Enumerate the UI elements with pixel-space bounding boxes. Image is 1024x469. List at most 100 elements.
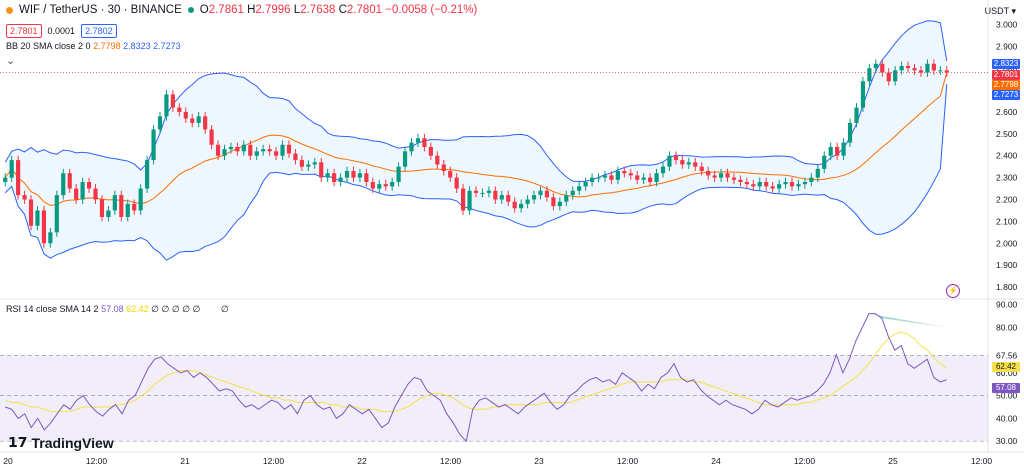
alert-bolt-icon[interactable]: ⚡ — [946, 284, 960, 298]
candle-body — [886, 72, 891, 82]
candle-body — [370, 181, 375, 189]
candle-body — [74, 188, 79, 200]
bb-legend[interactable]: BB 20 SMA close 2 0 2.7798 2.8323 2.7273 — [6, 41, 181, 51]
candle-body — [435, 155, 440, 165]
symbol-title[interactable]: WIF / TetherUS · 30 · BINANCE — [19, 4, 182, 16]
bb-basis-line — [4, 72, 948, 207]
candle-body — [557, 201, 562, 207]
price-tick-label: 2.100 — [996, 216, 1018, 226]
candle-body — [99, 199, 105, 218]
candle-body — [828, 146, 833, 156]
time-tick-label: 20 — [3, 456, 13, 466]
candle-body — [596, 177, 601, 179]
candle-body — [125, 203, 130, 218]
spread-value: 0.0001 — [47, 26, 76, 36]
candle-body — [80, 181, 85, 200]
candle-body — [841, 142, 846, 156]
rsi-tick-label: 40.00 — [996, 413, 1018, 423]
candle-body — [744, 181, 749, 185]
candle-body — [454, 177, 459, 189]
candle-body — [312, 162, 317, 165]
time-tick-label: 12:00 — [263, 456, 285, 466]
candle-body — [493, 190, 498, 200]
rsi-tick-label: 80.00 — [996, 322, 1018, 332]
candle-body — [383, 184, 388, 187]
sell-price-button[interactable]: 2.7801 — [6, 24, 42, 38]
candle-body — [428, 146, 433, 156]
candle-body — [151, 129, 156, 161]
candle-body — [531, 195, 537, 200]
bb-lower-line — [4, 84, 948, 261]
time-tick-label: 12:00 — [617, 456, 639, 466]
candle-body — [241, 144, 246, 152]
candle-body — [867, 68, 872, 82]
candle-body — [712, 175, 717, 178]
candle-body — [925, 63, 930, 73]
rsi-tick-label: 90.00 — [996, 300, 1018, 310]
candle-body — [648, 177, 653, 182]
time-tick-label: 21 — [180, 456, 190, 466]
candle-body — [873, 63, 878, 69]
price-tick-label: 2.000 — [996, 238, 1018, 248]
candle-body — [93, 188, 98, 200]
candle-body — [402, 151, 408, 167]
rsi-empty-values: ∅ ∅ ∅ ∅ ∅ — [151, 304, 201, 314]
candle-body — [589, 177, 595, 182]
rsi-value: 57.08 — [101, 304, 124, 314]
candle-body — [196, 116, 201, 123]
candle-body — [286, 144, 292, 154]
rsi-overbought-fill — [868, 313, 947, 328]
candle-body — [119, 195, 124, 218]
market-status-icon — [187, 7, 194, 13]
candle-body — [673, 155, 679, 161]
candle-body — [822, 155, 827, 169]
collapse-legend-icon[interactable]: ⌄ — [6, 55, 16, 67]
time-tick-label: 12:00 — [794, 456, 816, 466]
candle-body — [512, 201, 517, 209]
candle-body — [944, 70, 949, 73]
candle-body — [390, 181, 395, 187]
time-tick-label: 12:00 — [971, 456, 993, 466]
time-tick-label: 23 — [534, 456, 544, 466]
candle-body — [299, 160, 304, 167]
rsi-sma-price-tag: 62.42 — [992, 362, 1020, 373]
candle-body — [880, 63, 885, 73]
candle-body — [157, 116, 163, 130]
rsi-legend[interactable]: RSI 14 close SMA 14 2 57.08 62.42 ∅ ∅ ∅ … — [6, 304, 229, 315]
bb-legend-label: BB 20 SMA close 2 0 — [6, 41, 91, 51]
buy-price-button[interactable]: 2.7802 — [81, 24, 117, 38]
candle-body — [931, 63, 936, 71]
candle-body — [899, 65, 904, 71]
candle-body — [725, 173, 730, 178]
candle-body — [409, 142, 414, 152]
candle-body — [699, 166, 704, 172]
candle-body — [28, 199, 34, 226]
price-tick-label: 2.900 — [996, 41, 1018, 51]
candle-body — [467, 190, 472, 211]
candle-body — [332, 173, 337, 182]
buy-sell-panel: 2.7801 0.0001 2.7802 — [6, 24, 117, 38]
candle-body — [273, 151, 279, 156]
rsi-tick-label: 60.00 — [996, 368, 1018, 378]
currency-selector[interactable]: USDT ▾ — [984, 6, 1016, 16]
candle-body — [764, 181, 769, 187]
bb-band-fill — [5, 20, 947, 261]
candle-body — [835, 146, 840, 156]
candle-body — [731, 177, 737, 180]
candle-body — [706, 171, 711, 176]
candle-body — [280, 144, 285, 156]
candle-body — [22, 195, 27, 200]
candle-body — [415, 138, 421, 143]
candle-body — [486, 190, 491, 193]
candle-body — [183, 111, 188, 119]
bb-upper-line — [4, 20, 948, 183]
candle-body — [480, 192, 485, 194]
candle-body — [235, 146, 240, 152]
candle-body — [364, 173, 369, 182]
candle-body — [35, 210, 40, 226]
rsi-legend-label: RSI 14 close SMA 14 2 — [6, 304, 99, 314]
rsi-line — [5, 313, 947, 443]
symbol-logo-icon — [6, 6, 13, 14]
logo-text: TradingView — [31, 434, 114, 451]
